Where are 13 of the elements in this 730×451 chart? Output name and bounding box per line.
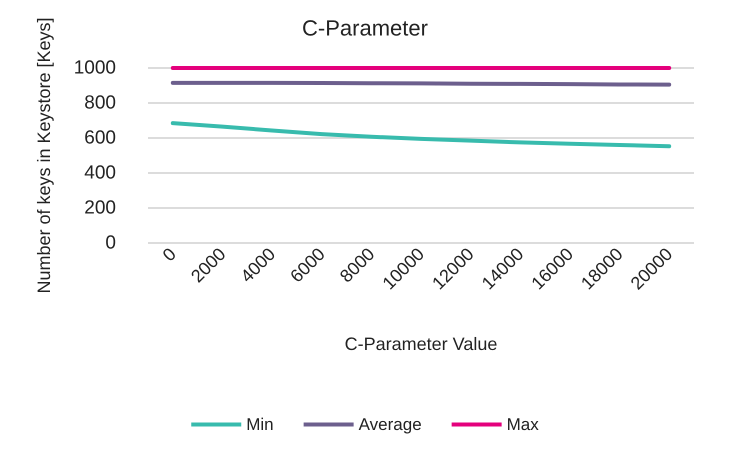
x-axis-title: C-Parameter Value bbox=[344, 334, 498, 354]
line-series bbox=[170, 121, 672, 148]
y-tick-label: 1000 bbox=[74, 58, 116, 78]
y-tick-label: 600 bbox=[84, 128, 116, 148]
y-tick-label: 200 bbox=[84, 198, 116, 218]
chart-title: C-Parameter bbox=[302, 16, 428, 40]
legend-label: Average bbox=[358, 415, 422, 434]
legend-label: Max bbox=[506, 415, 540, 434]
x-tick-label: 0 bbox=[158, 244, 180, 266]
y-axis-title: Number of keys in Keystore [Keys] bbox=[34, 17, 54, 294]
y-tick-label: 400 bbox=[84, 162, 116, 184]
y-tick-label: 800 bbox=[84, 92, 116, 114]
legend-label: Min bbox=[246, 415, 274, 434]
